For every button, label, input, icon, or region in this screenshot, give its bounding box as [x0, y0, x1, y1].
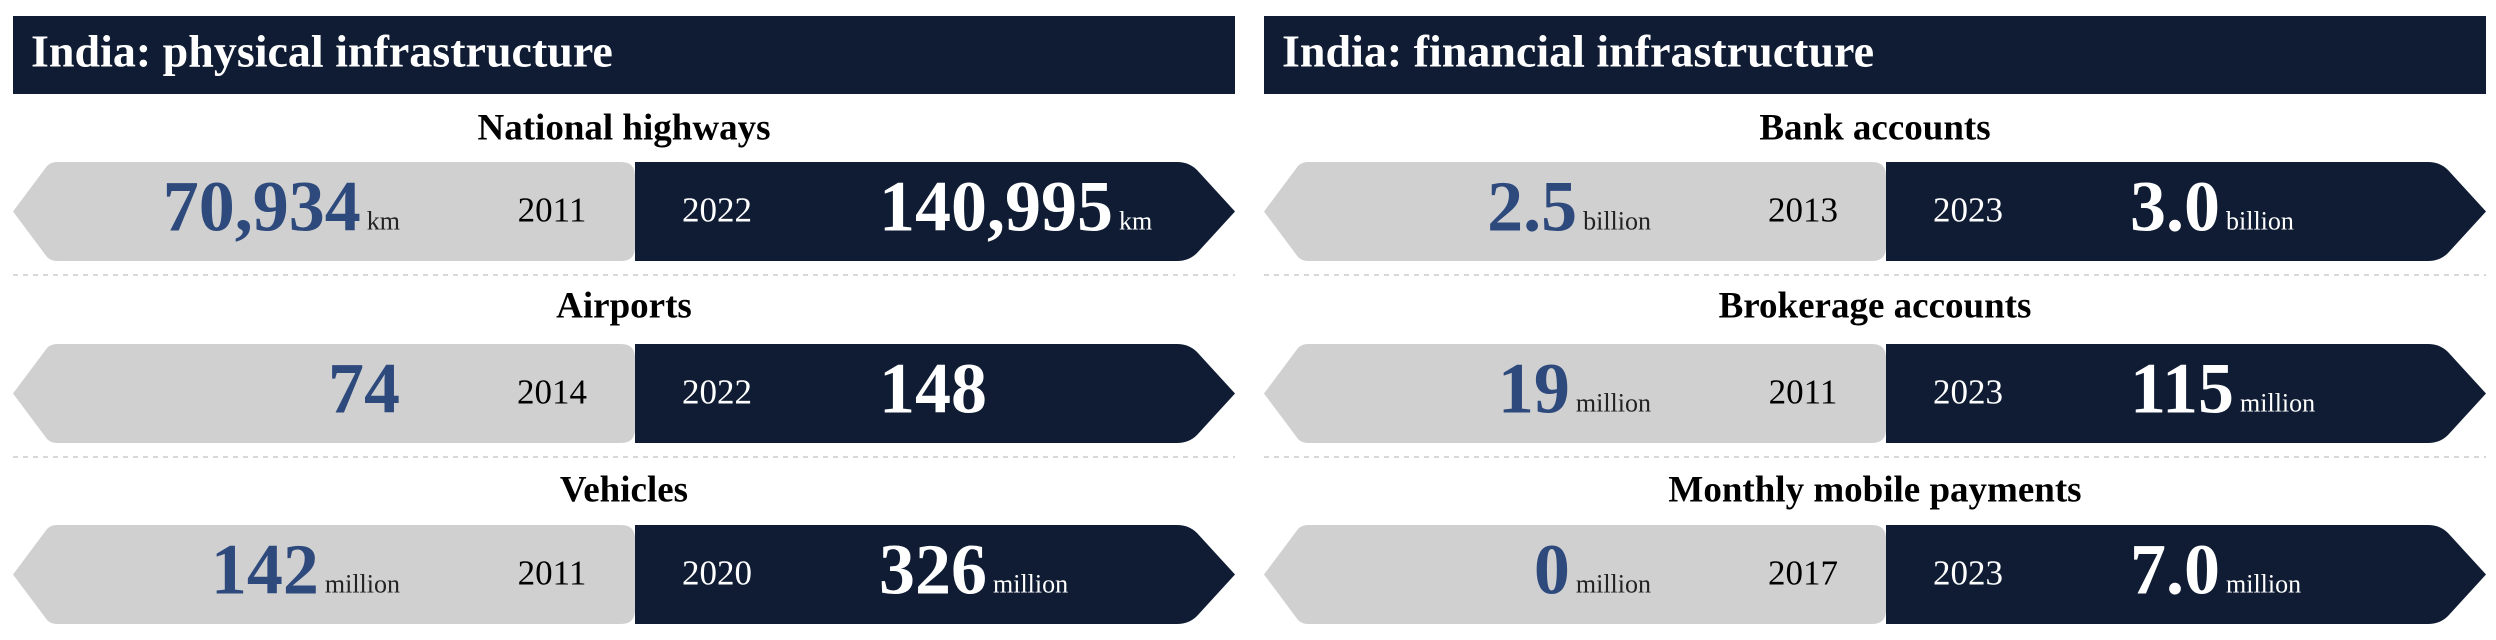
item-label: Brokerage accounts	[1719, 285, 2032, 326]
value: 148	[879, 348, 987, 428]
left-value: 142 million	[211, 529, 400, 609]
left-year: 2011	[1769, 373, 1838, 412]
left-arrow	[13, 344, 635, 443]
left-arrow	[13, 525, 635, 624]
left-arrow	[13, 162, 635, 261]
item-label: Vehicles	[560, 469, 688, 510]
left-year: 2017	[1768, 554, 1838, 593]
right-year: 2020	[682, 554, 752, 593]
right-year: 2023	[1933, 373, 2003, 412]
value: 326	[879, 529, 987, 609]
value: 142	[211, 529, 319, 609]
right-arrow	[635, 162, 1235, 261]
unit: km	[1119, 206, 1152, 235]
left-value: 19 million	[1498, 348, 1651, 428]
right-value: 140,995 km	[879, 166, 1152, 246]
unit: million	[1576, 569, 1651, 598]
right-value: 7.0 million	[2130, 529, 2301, 609]
panel: India: physical infrastructure National h…	[13, 16, 1235, 624]
value: 0	[1534, 529, 1570, 609]
unit: million	[993, 569, 1068, 598]
right-year: 2022	[682, 373, 752, 412]
panel: India: financial infrastructure Bank acco…	[1264, 16, 2486, 624]
right-arrow	[1886, 162, 2486, 261]
right-arrow	[635, 525, 1235, 624]
left-arrow	[1264, 162, 1886, 261]
value: 3.0	[2130, 166, 2220, 246]
left-value: 70,934 km	[163, 166, 400, 246]
value: 115	[2130, 348, 2234, 428]
value: 74	[328, 348, 400, 428]
left-arrow	[1264, 344, 1886, 443]
right-arrow	[635, 344, 1235, 443]
panel-header	[1264, 16, 2486, 94]
left-year: 2011	[518, 191, 587, 230]
left-year: 2014	[517, 373, 587, 412]
right-value: 148	[879, 348, 987, 428]
left-arrow	[1264, 525, 1886, 624]
panel-title: India: physical infrastructure	[31, 26, 613, 77]
item-label: Bank accounts	[1759, 107, 1990, 148]
value: 140,995	[879, 166, 1113, 246]
unit: million	[2226, 569, 2301, 598]
right-value: 115 million	[2130, 348, 2315, 428]
value: 2.5	[1487, 166, 1577, 246]
right-value: 326 million	[879, 529, 1068, 609]
unit: million	[2240, 388, 2315, 417]
unit: million	[1576, 388, 1651, 417]
item-label: Monthly mobile payments	[1668, 469, 2081, 510]
item-label: National highways	[478, 107, 771, 148]
unit: billion	[2226, 206, 2294, 235]
item-label: Airports	[556, 285, 692, 326]
unit: km	[367, 206, 400, 235]
unit: million	[325, 569, 400, 598]
left-value: 2.5 billion	[1487, 166, 1651, 246]
right-arrow	[1886, 525, 2486, 624]
right-arrow	[1886, 344, 2486, 443]
value: 19	[1498, 348, 1570, 428]
left-value: 0 million	[1534, 529, 1651, 609]
unit: billion	[1583, 206, 1651, 235]
left-year: 2011	[518, 554, 587, 593]
value: 70,934	[163, 166, 361, 246]
right-year: 2023	[1933, 191, 2003, 230]
right-year: 2022	[682, 191, 752, 230]
left-year: 2013	[1768, 191, 1838, 230]
panel-header	[13, 16, 1235, 94]
panel-title: India: financial infrastructure	[1282, 26, 1874, 77]
right-year: 2023	[1933, 554, 2003, 593]
right-value: 3.0 billion	[2130, 166, 2294, 246]
value: 7.0	[2130, 529, 2220, 609]
left-value: 74	[328, 348, 400, 428]
